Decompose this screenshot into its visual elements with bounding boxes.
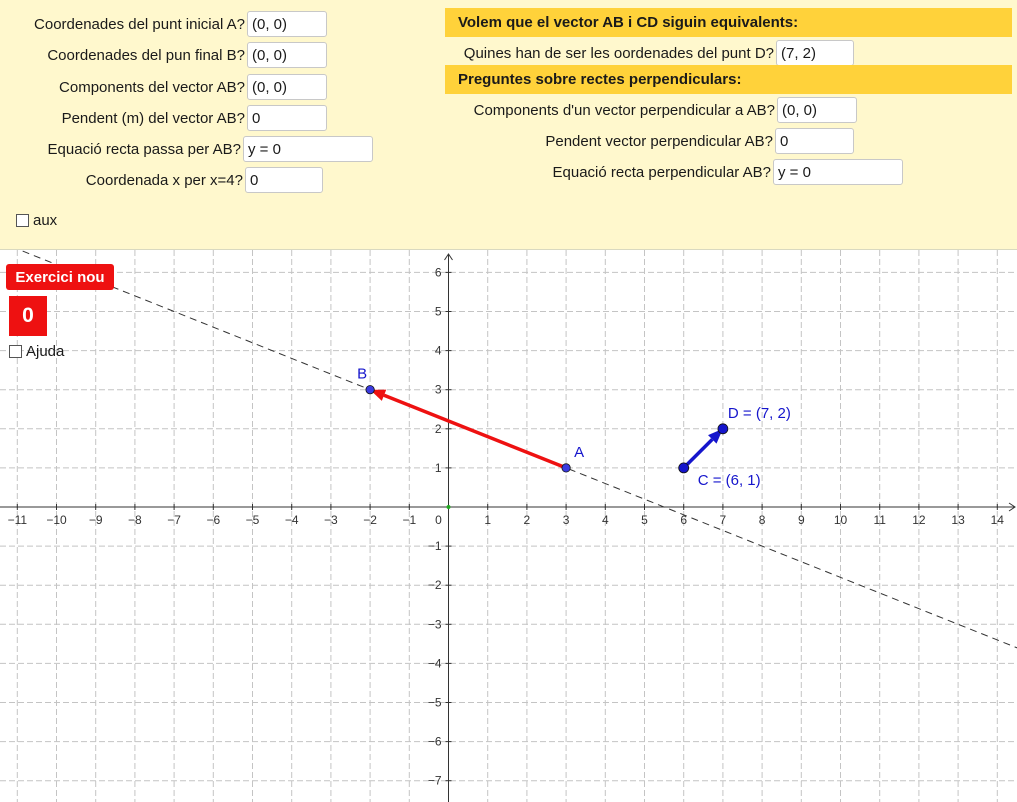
y-tick-label: −3 [428, 617, 442, 631]
x-tick-label: −2 [363, 513, 377, 527]
y-tick-label: −5 [428, 696, 442, 710]
question-row-line-equation: Equació recta passa per AB? [48, 135, 373, 163]
x-tick-label: 5 [641, 513, 648, 527]
x-tick-label: 0 [435, 513, 442, 527]
x-tick-label: 3 [563, 513, 570, 527]
perpendicular-section-header: Preguntes sobre rectes perpendiculars: [445, 65, 1012, 94]
line-through-ab [18, 250, 1017, 649]
dashed-line-group [18, 250, 1017, 649]
x-tick-label: −9 [89, 513, 103, 527]
x-tick-label: 13 [951, 513, 965, 527]
point-c-label: C = (6, 1) [698, 472, 761, 489]
x-tick-label: −7 [167, 513, 181, 527]
question-row-end-point: Coordenades del pun final B? [47, 41, 327, 69]
help-checkbox[interactable]: Ajuda [9, 343, 64, 360]
x-tick-label: −3 [324, 513, 338, 527]
x-tick-label: −6 [206, 513, 220, 527]
question-label: Coordenades del punt inicial A? [34, 15, 245, 33]
question-row-start-point: Coordenades del punt inicial A? [34, 10, 327, 38]
point-d-input[interactable] [776, 40, 854, 66]
score-badge: 0 [9, 296, 47, 336]
question-row-perpendicular-slope: Pendent vector perpendicular AB? [545, 127, 854, 155]
new-exercise-button[interactable]: Exercici nou [6, 264, 114, 290]
aux-checkbox[interactable]: aux [16, 212, 57, 229]
x-tick-label: −10 [46, 513, 67, 527]
x-tick-label: 12 [912, 513, 926, 527]
point-b-label: B [357, 366, 367, 383]
x-axis-arrow [1008, 502, 1016, 512]
x-tick-label: 11 [873, 513, 886, 527]
question-label: Pendent vector perpendicular AB? [545, 132, 773, 150]
vector-cd [682, 438, 714, 470]
x-tick-label: −1 [402, 513, 416, 527]
question-label: Equació recta perpendicular AB? [552, 163, 771, 181]
x-tick-label: −4 [285, 513, 299, 527]
question-label: Pendent (m) del vector AB? [61, 109, 245, 127]
x-tick-label: 2 [524, 513, 531, 527]
y-tick-label: −2 [428, 578, 442, 592]
grid [0, 250, 1017, 802]
perpendicular-slope-input[interactable] [775, 128, 854, 154]
y-tick-label: −4 [428, 656, 442, 670]
point-b [365, 385, 375, 395]
y-tick-label: 4 [435, 344, 442, 358]
y-tick-label: −6 [428, 735, 442, 749]
y-axis-arrow [444, 253, 453, 261]
x-tick-label: 14 [991, 513, 1005, 527]
y-tick-label: −7 [428, 774, 442, 788]
axes: −11 −10 −9 −8 −7 −6 −5 −4 −3 −2 −1 0 1 2 3 4 5 6 7 8 9 10 11 12… [0, 253, 1016, 802]
question-row-perpendicular-vector: Components d'un vector perpendicular a A… [474, 96, 857, 124]
origin-marker [446, 505, 451, 509]
slope-input[interactable] [247, 105, 327, 131]
start-point-input[interactable] [247, 11, 327, 37]
vector-components-input[interactable] [247, 74, 327, 100]
line-equation-input[interactable] [243, 136, 373, 162]
point-d-label: D = (7, 2) [728, 405, 791, 422]
equivalent-section-header: Volem que el vector AB i CD siguin equiv… [445, 8, 1012, 37]
y-tick-label: 6 [435, 265, 442, 279]
question-row-vector-components: Components del vector AB? [59, 73, 327, 101]
x-coordinate-input[interactable] [245, 167, 323, 193]
y-tick-label: 1 [435, 461, 442, 475]
x-tick-label: −11 [8, 513, 28, 527]
end-point-input[interactable] [247, 42, 327, 68]
checkbox-box[interactable] [16, 214, 29, 227]
question-row-perpendicular-equation: Equació recta perpendicular AB? [553, 158, 903, 186]
perpendicular-vector-input[interactable] [777, 97, 857, 123]
vector-ab-arrowhead [370, 389, 387, 401]
x-tick-label: 9 [798, 513, 805, 527]
question-label: Equació recta passa per AB? [47, 140, 241, 158]
question-label: Components d'un vector perpendicular a A… [473, 101, 775, 119]
coordinate-graph[interactable]: −11 −10 −9 −8 −7 −6 −5 −4 −3 −2 −1 0 1 2 3 4 5 6 7 8 9 10 11 12… [0, 250, 1017, 802]
point-a [561, 463, 571, 473]
aux-checkbox-label: aux [33, 212, 58, 229]
x-tick-label: −5 [246, 513, 260, 527]
x-tick-label: −8 [128, 513, 142, 527]
question-label: Components del vector AB? [59, 78, 245, 96]
y-tick-label: −1 [428, 539, 442, 553]
question-label: Coordenades del pun final B? [47, 46, 245, 64]
x-tick-label: 6 [680, 513, 687, 527]
points: A B C = (6, 1) D = (7, 2) [357, 366, 791, 489]
y-tick-label: 3 [435, 383, 442, 397]
x-tick-label: 8 [759, 513, 766, 527]
vector-ab [383, 393, 567, 470]
point-a-label: A [574, 444, 584, 461]
checkbox-box[interactable] [9, 345, 22, 358]
x-tick-label: 10 [834, 513, 848, 527]
point-c [678, 462, 690, 474]
x-tick-label: 7 [720, 513, 727, 527]
x-tick-label: 1 [484, 513, 491, 527]
perpendicular-equation-input[interactable] [773, 159, 903, 185]
y-tick-label: 5 [435, 305, 442, 319]
help-checkbox-label: Ajuda [26, 343, 65, 360]
question-row-slope: Pendent (m) del vector AB? [62, 104, 327, 132]
x-tick-label: 4 [602, 513, 609, 527]
y-tick-label: 2 [435, 422, 442, 436]
point-d [717, 423, 729, 435]
question-label: Quines han de ser les oordenades del pun… [463, 44, 774, 62]
question-label: Coordenada x per x=4? [85, 171, 243, 189]
question-row-point-d: Quines han de ser les oordenades del pun… [464, 39, 854, 67]
question-row-x-coordinate: Coordenada x per x=4? [86, 166, 323, 194]
